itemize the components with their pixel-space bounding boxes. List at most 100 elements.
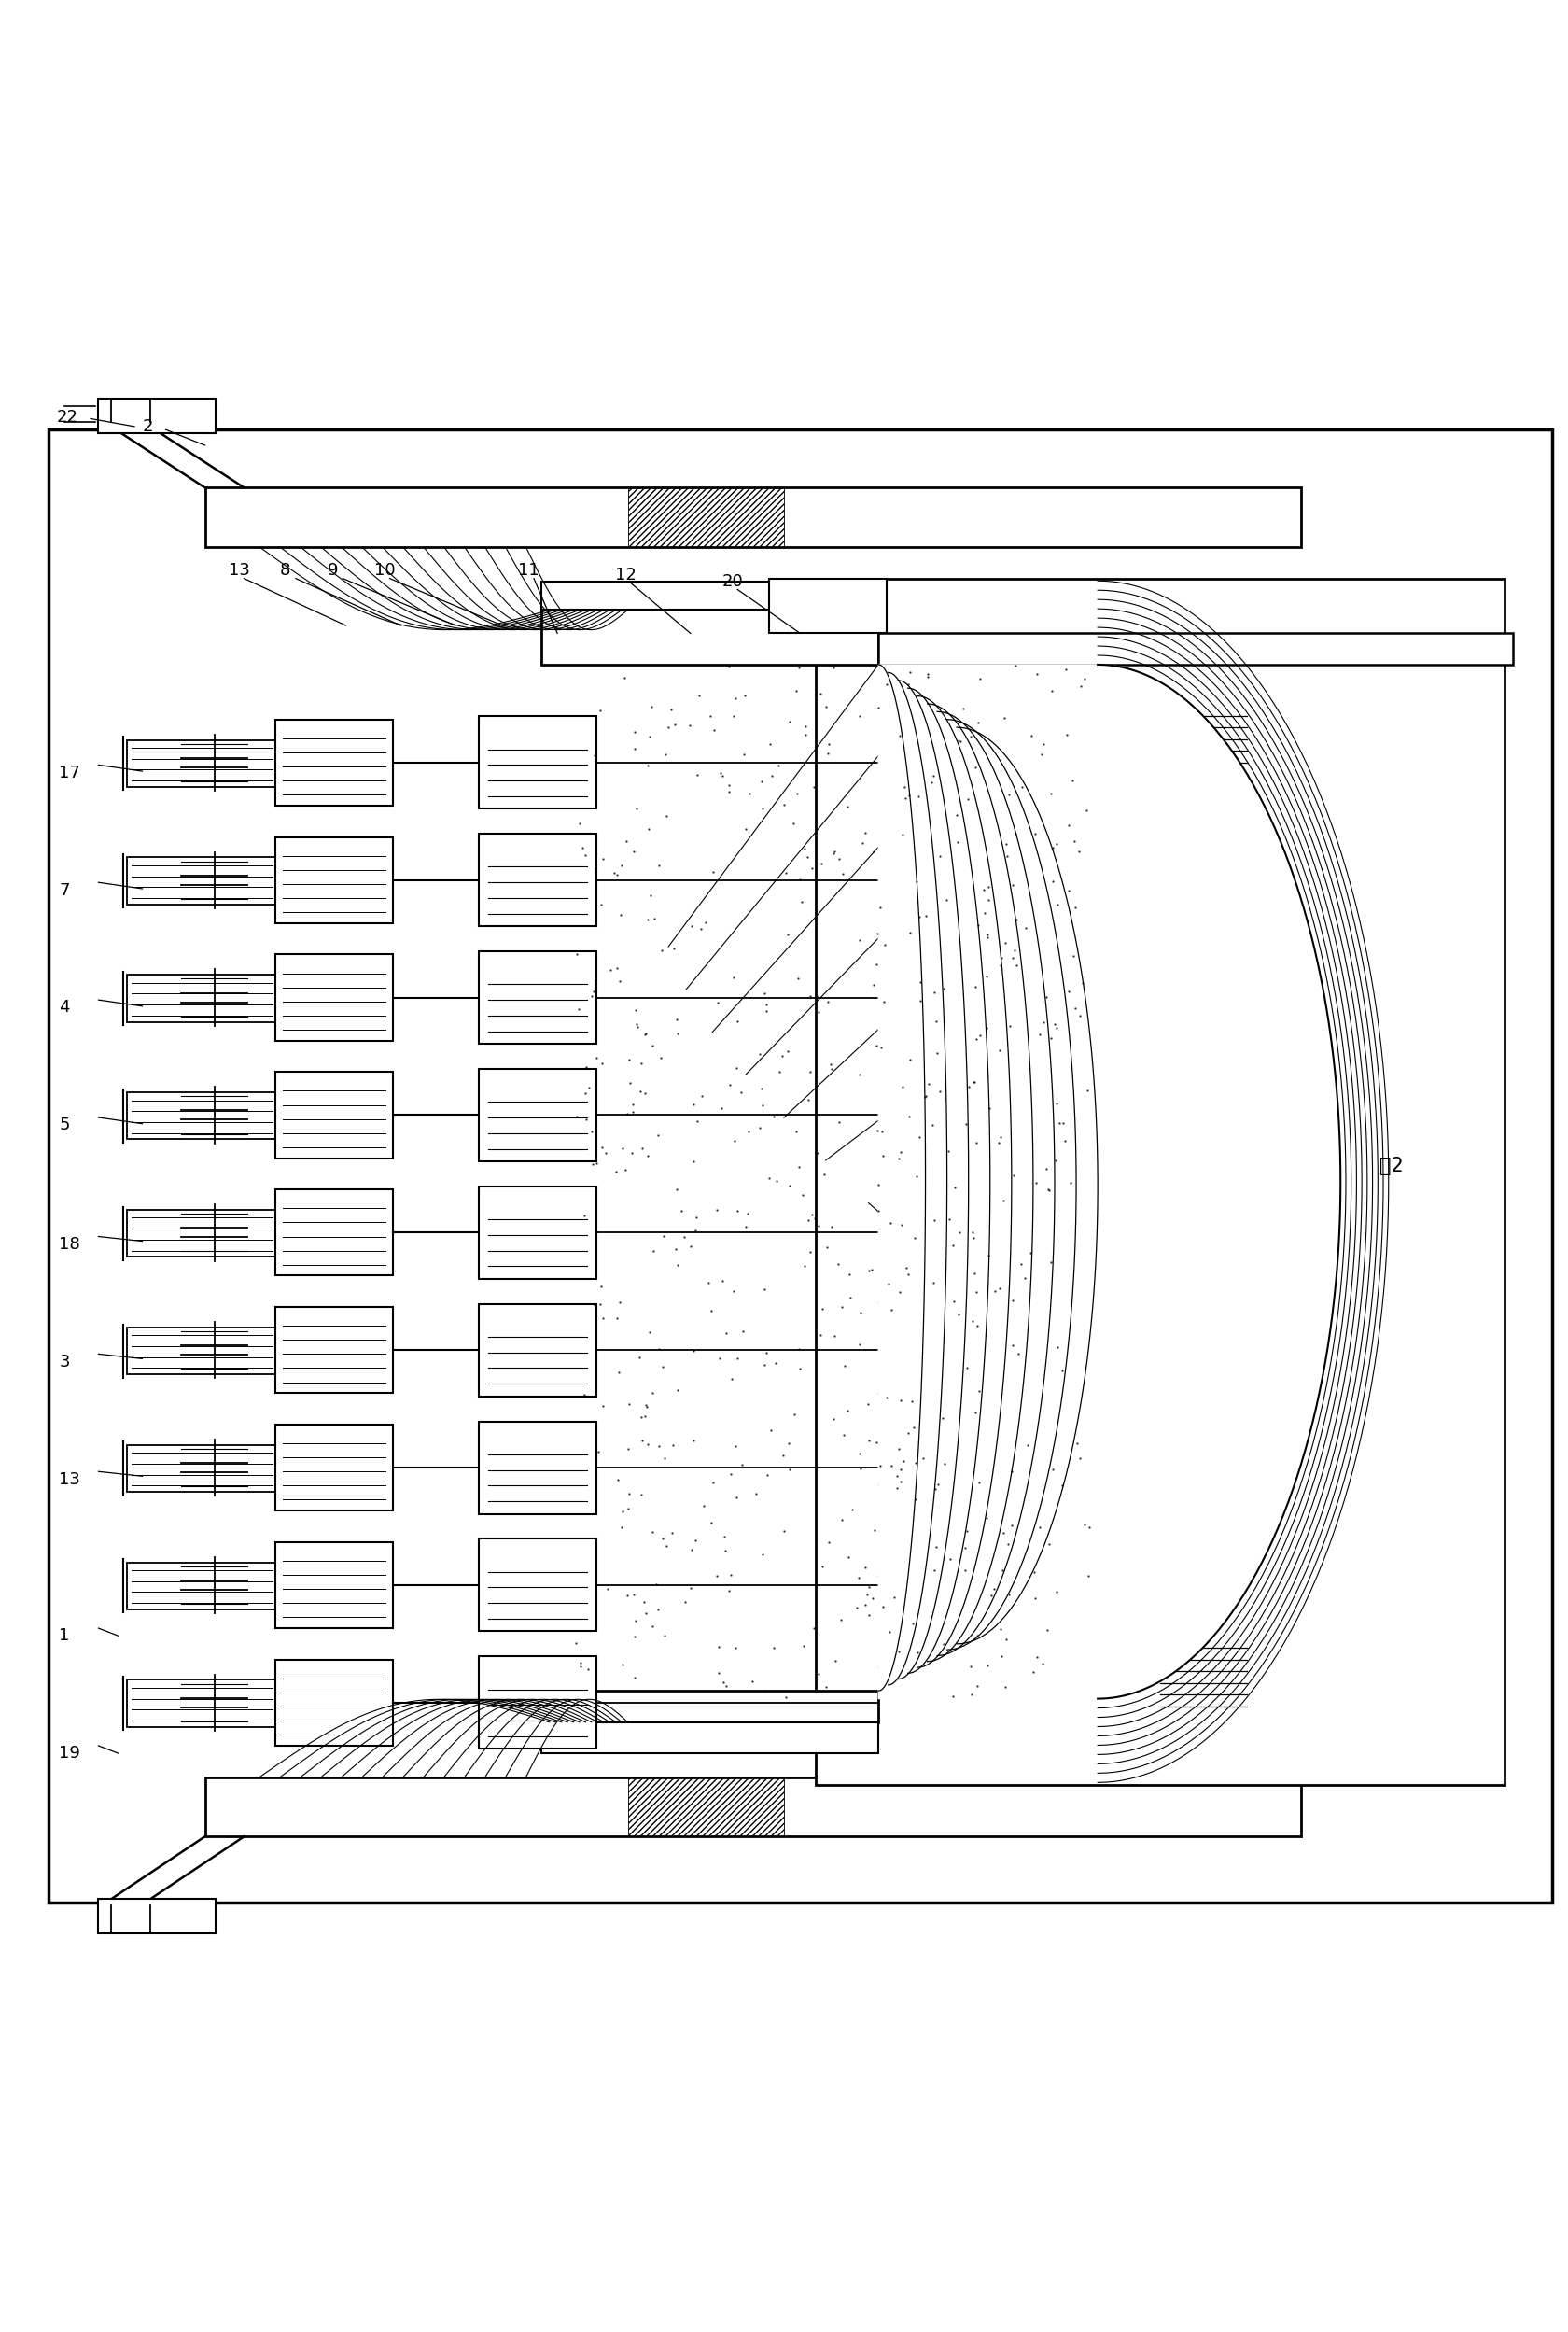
Point [886, 1430, 911, 1467]
Point [612, 660, 637, 697]
Point [630, 1129, 655, 1166]
Point [698, 1292, 723, 1329]
Point [579, 1112, 604, 1150]
Point [906, 982, 931, 1019]
Point [608, 847, 633, 884]
Text: 11: 11 [517, 562, 539, 578]
Point [718, 1555, 743, 1593]
Point [1040, 1451, 1065, 1488]
Point [613, 1152, 638, 1189]
Point [622, 1618, 648, 1656]
Point [892, 1250, 917, 1287]
Point [1044, 1010, 1069, 1047]
Point [564, 1098, 590, 1136]
Point [942, 1168, 967, 1206]
Point [760, 1630, 786, 1667]
Point [952, 1553, 977, 1590]
Point [953, 1105, 978, 1143]
Point [963, 749, 988, 786]
Point [878, 1448, 903, 1485]
Bar [205, 1777, 1300, 1838]
Point [1004, 947, 1029, 984]
Point [748, 1070, 773, 1108]
Point [735, 1112, 760, 1150]
Bar [815, 578, 1504, 1784]
Point [735, 1194, 760, 1231]
Point [999, 1506, 1024, 1544]
Point [820, 648, 845, 686]
Point [946, 823, 971, 861]
Point [1021, 1553, 1046, 1590]
Point [913, 898, 938, 935]
Point [665, 1245, 690, 1283]
Point [905, 777, 930, 814]
Point [919, 1105, 944, 1143]
Point [999, 1453, 1024, 1490]
Point [1033, 979, 1058, 1017]
Point [1076, 1558, 1101, 1595]
Point [713, 1315, 739, 1353]
Point [605, 1462, 630, 1499]
Point [663, 1171, 688, 1208]
Point [851, 1586, 877, 1623]
Point [1011, 909, 1036, 947]
Point [862, 1511, 887, 1548]
Point [792, 1248, 817, 1285]
Point [829, 1287, 855, 1325]
Text: 7: 7 [60, 881, 71, 898]
Point [706, 1653, 731, 1691]
Point [1036, 1171, 1062, 1208]
Point [1004, 902, 1029, 940]
Point [610, 1492, 635, 1530]
Point [925, 1033, 950, 1070]
Point [773, 854, 798, 891]
Point [710, 1518, 735, 1555]
Point [859, 1250, 884, 1287]
Point [781, 805, 806, 842]
Bar [627, 487, 784, 548]
Point [897, 653, 922, 690]
Point [607, 1283, 632, 1320]
Bar [127, 1679, 276, 1728]
Point [773, 1679, 798, 1716]
Point [621, 833, 646, 870]
Point [1038, 1019, 1063, 1056]
Point [590, 840, 615, 877]
Point [1041, 1005, 1066, 1042]
Point [864, 914, 889, 951]
Point [993, 923, 1018, 961]
Point [960, 1063, 985, 1101]
Point [1040, 828, 1065, 865]
Bar [127, 1327, 276, 1374]
Point [682, 1213, 707, 1250]
Point [602, 854, 627, 891]
Point [786, 1329, 811, 1367]
Point [724, 1341, 750, 1378]
Point [655, 709, 681, 746]
Point [607, 963, 632, 1000]
Text: 13: 13 [229, 562, 249, 578]
Point [1022, 1164, 1047, 1201]
Point [895, 665, 920, 702]
Point [856, 1567, 881, 1604]
Point [820, 1399, 845, 1437]
Bar [478, 1304, 596, 1397]
Point [1024, 655, 1049, 693]
Point [967, 660, 993, 697]
Point [1002, 814, 1027, 851]
Point [660, 1427, 685, 1464]
Point [975, 868, 1000, 905]
Point [632, 1014, 657, 1052]
Point [877, 1614, 902, 1651]
Point [789, 884, 814, 921]
Point [1040, 672, 1065, 709]
Point [914, 655, 939, 693]
Point [914, 658, 939, 695]
Point [920, 1264, 946, 1301]
Point [837, 1278, 862, 1315]
Point [569, 830, 594, 868]
Point [803, 958, 828, 996]
Point [681, 1087, 706, 1124]
Point [635, 900, 660, 937]
Point [746, 1110, 771, 1147]
